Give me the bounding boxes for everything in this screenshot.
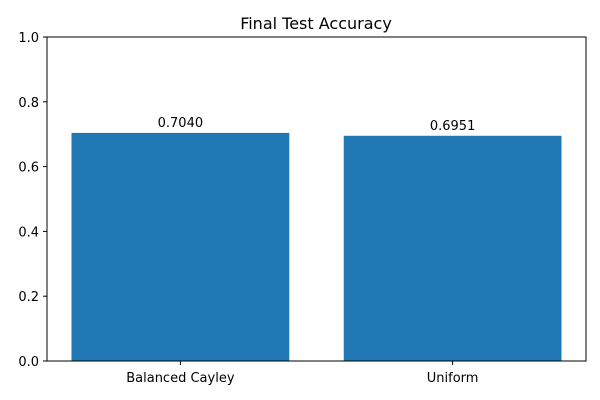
- data-label: 0.6951: [430, 119, 476, 134]
- y-tick-label: 1.0: [18, 31, 39, 46]
- y-tick-label: 0.2: [18, 290, 39, 305]
- bar-uniform: [343, 135, 562, 361]
- value-labels-group: 0.7040 0.6951: [158, 116, 476, 134]
- x-tick-label: Balanced Cayley: [126, 371, 235, 386]
- bar-balanced-cayley: [71, 132, 290, 361]
- chart-title: Final Test Accuracy: [240, 14, 392, 33]
- y-tick-label: 0.8: [18, 96, 39, 111]
- y-tick-label: 0.0: [18, 355, 39, 370]
- bars-group: [71, 132, 562, 361]
- data-label: 0.7040: [158, 116, 204, 131]
- y-tick-label: 0.6: [18, 161, 39, 176]
- x-axis: Balanced Cayley Uniform: [126, 361, 478, 386]
- y-axis: 0.0 0.2 0.4 0.6 0.8 1.0: [18, 31, 47, 370]
- y-tick-label: 0.4: [18, 225, 39, 240]
- x-tick-label: Uniform: [427, 371, 479, 386]
- plot-frame: [46, 36, 587, 362]
